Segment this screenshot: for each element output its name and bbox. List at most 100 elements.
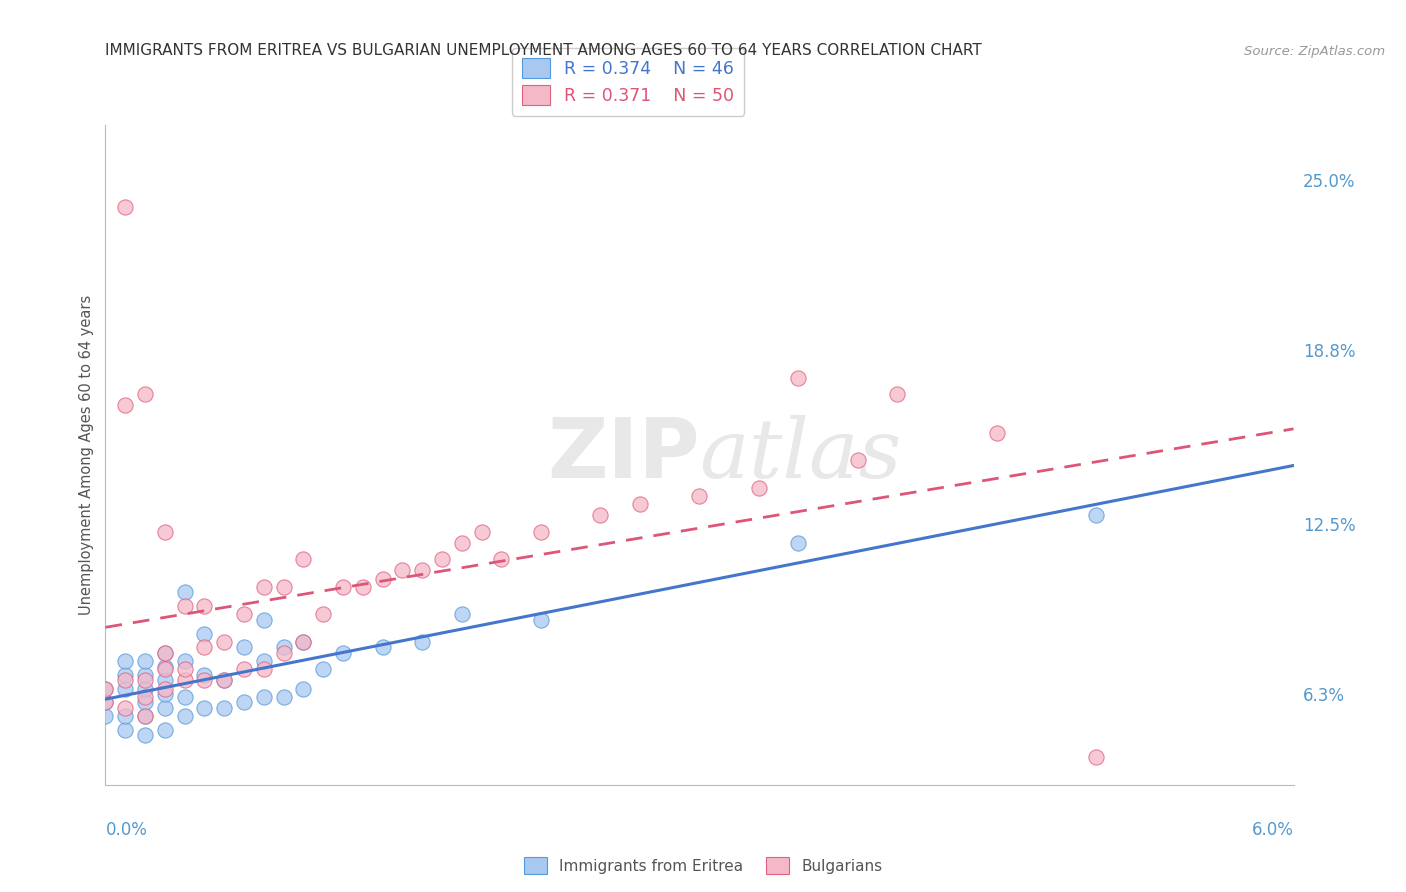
Point: [114, 398, 136, 412]
Point: [94, 709, 117, 723]
Point: [332, 646, 354, 660]
Point: [253, 690, 276, 704]
Point: [689, 489, 711, 503]
Point: [846, 453, 869, 467]
Point: [173, 709, 195, 723]
Point: [153, 524, 176, 539]
Point: [450, 536, 472, 550]
Point: [173, 662, 195, 677]
Point: [371, 572, 394, 586]
Point: [193, 701, 215, 715]
Point: [292, 681, 315, 696]
Point: [312, 662, 335, 677]
Text: ZIP: ZIP: [547, 415, 700, 495]
Point: [273, 580, 295, 594]
Point: [153, 723, 176, 737]
Point: [153, 681, 176, 696]
Point: [114, 654, 136, 668]
Point: [371, 640, 394, 655]
Point: [134, 728, 156, 742]
Point: [94, 681, 117, 696]
Point: [114, 668, 136, 682]
Point: [787, 536, 810, 550]
Point: [233, 640, 256, 655]
Point: [471, 524, 494, 539]
Point: [628, 498, 651, 512]
Point: [153, 673, 176, 688]
Point: [886, 387, 908, 401]
Point: [292, 635, 315, 649]
Point: [273, 690, 295, 704]
Point: [589, 508, 612, 523]
Point: [491, 552, 513, 566]
Point: [986, 425, 1008, 440]
Point: [273, 640, 295, 655]
Point: [193, 599, 215, 614]
Point: [748, 481, 770, 495]
Point: [134, 654, 156, 668]
Point: [153, 687, 176, 701]
Point: [292, 552, 315, 566]
Point: [1084, 508, 1107, 523]
Point: [530, 613, 553, 627]
Point: [391, 564, 413, 578]
Point: [332, 580, 354, 594]
Point: [214, 673, 236, 688]
Point: [153, 646, 176, 660]
Point: [193, 626, 215, 640]
Point: [94, 696, 117, 710]
Point: [114, 681, 136, 696]
Point: [173, 673, 195, 688]
Point: [114, 673, 136, 688]
Text: 6.0%: 6.0%: [1251, 821, 1294, 838]
Point: [94, 681, 117, 696]
Point: [193, 673, 215, 688]
Point: [233, 662, 256, 677]
Point: [134, 673, 156, 688]
Legend: Immigrants from Eritrea, Bulgarians: Immigrants from Eritrea, Bulgarians: [517, 851, 889, 880]
Point: [114, 701, 136, 715]
Point: [292, 635, 315, 649]
Point: [134, 709, 156, 723]
Point: [450, 607, 472, 622]
Point: [173, 599, 195, 614]
Point: [214, 635, 236, 649]
Point: [134, 681, 156, 696]
Point: [134, 690, 156, 704]
Text: 0.0%: 0.0%: [105, 821, 148, 838]
Point: [153, 659, 176, 673]
Point: [411, 564, 433, 578]
Point: [153, 646, 176, 660]
Point: [253, 580, 276, 594]
Point: [411, 635, 433, 649]
Point: [312, 607, 335, 622]
Point: [134, 709, 156, 723]
Point: [114, 201, 136, 215]
Point: [253, 654, 276, 668]
Point: [193, 640, 215, 655]
Point: [114, 723, 136, 737]
Point: [1084, 750, 1107, 764]
Point: [173, 585, 195, 599]
Legend: R = 0.374    N = 46, R = 0.371    N = 50: R = 0.374 N = 46, R = 0.371 N = 50: [512, 48, 744, 116]
Point: [134, 387, 156, 401]
Y-axis label: Unemployment Among Ages 60 to 64 years: Unemployment Among Ages 60 to 64 years: [79, 294, 94, 615]
Point: [173, 654, 195, 668]
Point: [787, 371, 810, 385]
Point: [273, 646, 295, 660]
Text: Source: ZipAtlas.com: Source: ZipAtlas.com: [1244, 45, 1385, 58]
Point: [134, 668, 156, 682]
Point: [214, 673, 236, 688]
Text: atlas: atlas: [700, 415, 901, 495]
Point: [94, 696, 117, 710]
Point: [253, 662, 276, 677]
Point: [173, 690, 195, 704]
Point: [193, 668, 215, 682]
Point: [134, 696, 156, 710]
Point: [352, 580, 374, 594]
Point: [233, 696, 256, 710]
Point: [233, 607, 256, 622]
Point: [114, 709, 136, 723]
Point: [153, 662, 176, 677]
Text: IMMIGRANTS FROM ERITREA VS BULGARIAN UNEMPLOYMENT AMONG AGES 60 TO 64 YEARS CORR: IMMIGRANTS FROM ERITREA VS BULGARIAN UNE…: [105, 43, 983, 58]
